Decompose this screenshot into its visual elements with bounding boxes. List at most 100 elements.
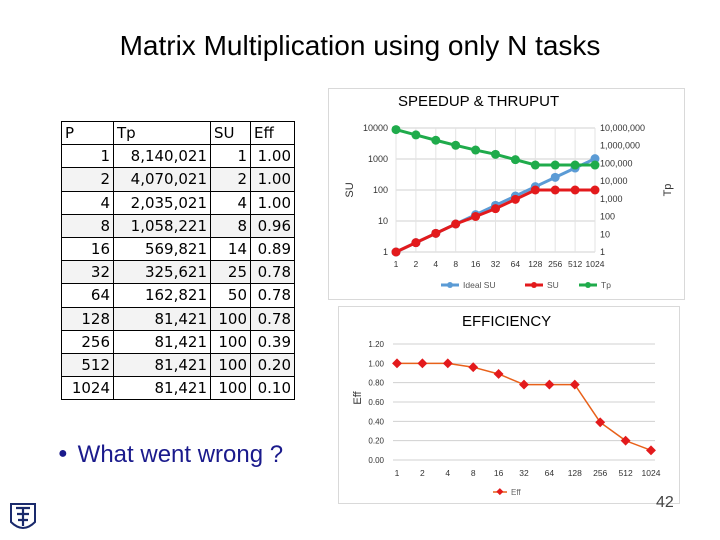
- cell-p: 32: [61, 260, 114, 285]
- cell-p: 16: [61, 236, 114, 262]
- results-table: P Tp SU Eff 1 8,140,021 1 1.00 2 4,070,021 2 1.…: [61, 120, 295, 401]
- data-point: [411, 238, 421, 248]
- bullet-dot: ●: [58, 445, 68, 462]
- bullet-text: What went wrong ?: [77, 441, 284, 468]
- table-row: 1024 81,421 100 0.10: [61, 376, 295, 401]
- x-tick-label: 16: [494, 468, 504, 478]
- cell-eff: 0.78: [250, 260, 295, 285]
- y-tick-label: 1: [383, 247, 388, 257]
- cell-p: 64: [61, 283, 114, 308]
- x-tick-label: 256: [548, 259, 562, 269]
- header-p: P: [61, 120, 114, 146]
- data-point: [411, 130, 421, 140]
- x-tick-label: 8: [453, 259, 458, 269]
- cell-su: 14: [210, 236, 251, 262]
- efficiency-chart-frame: 1.20 1.00 0.80 0.60 0.40 0.20 0.00 1 2 4 8 16 32 64 12…: [338, 306, 680, 504]
- y-tick-label: 0.20: [368, 437, 384, 446]
- y-tick-label: 0.80: [368, 379, 384, 388]
- data-point: [590, 185, 600, 195]
- x-tick-label: 512: [619, 468, 633, 478]
- cell-su: 1: [210, 144, 251, 169]
- cell-su: 100: [210, 352, 251, 378]
- efficiency-chart: 1.20 1.00 0.80 0.60 0.40 0.20 0.00 1 2 4 8 16 32 64 12…: [352, 340, 661, 497]
- cell-su: 4: [210, 190, 251, 215]
- x-tick-label: 32: [519, 468, 529, 478]
- institution-logo: [10, 503, 36, 529]
- y2-axis-label: Tp: [662, 184, 674, 197]
- x-tick-label: 128: [568, 468, 582, 478]
- y2-tick-label: 10,000: [600, 176, 628, 186]
- legend-label: SU: [547, 280, 559, 290]
- cell-eff: 1.00: [250, 190, 295, 215]
- data-point: [510, 194, 520, 204]
- y2-tick-label: 1,000: [600, 194, 623, 204]
- x-tick-label: 4: [445, 468, 450, 478]
- header-eff: Eff: [250, 120, 295, 146]
- y-tick-label: 0.00: [368, 456, 384, 465]
- cell-p: 1024: [61, 376, 114, 401]
- y2-tick-label: 100,000: [600, 158, 633, 168]
- speedup-chart: 10000 1000 100 10 1 10,000,000 1,000,000 100,00…: [344, 123, 674, 290]
- cell-p: 8: [61, 213, 114, 238]
- table-row: 256 81,421 100 0.39: [61, 329, 295, 354]
- data-point: [471, 145, 481, 155]
- cell-eff: 0.96: [250, 213, 295, 238]
- data-point: [590, 160, 600, 170]
- y-tick-label: 1000: [368, 154, 388, 164]
- cell-eff: 1.00: [250, 167, 295, 192]
- x-tick-label: 128: [528, 259, 542, 269]
- data-point: [468, 362, 479, 373]
- data-point: [544, 379, 555, 390]
- legend-marker: [585, 282, 591, 288]
- y-tick-label: 100: [373, 185, 388, 195]
- legend-label: Tp: [601, 280, 611, 290]
- cell-tp: 2,035,021: [113, 190, 211, 215]
- data-point: [392, 358, 402, 369]
- cell-eff: 1.00: [250, 144, 295, 169]
- data-point: [530, 160, 540, 170]
- x-tick-label: 16: [471, 259, 481, 269]
- table-header-row: P Tp SU Eff: [61, 120, 295, 146]
- y2-tick-label: 1,000,000: [600, 141, 640, 151]
- legend-marker: [496, 488, 504, 496]
- cell-su: 100: [210, 376, 251, 401]
- data-point: [391, 125, 401, 135]
- data-point: [530, 185, 540, 195]
- table-row: 4 2,035,021 4 1.00: [61, 190, 295, 215]
- table-body: 1 8,140,021 1 1.00 2 4,070,021 2 1.00 4 2,035,021…: [61, 144, 295, 401]
- cell-eff: 0.89: [250, 236, 295, 262]
- legend-marker: [531, 282, 537, 288]
- cell-p: 128: [61, 306, 114, 331]
- data-point: [471, 211, 481, 221]
- speedup-chart-label: SPEEDUP & THRUPUT: [392, 93, 566, 110]
- data-point: [595, 417, 606, 428]
- cell-p: 512: [61, 352, 114, 378]
- y-tick-label: 0.40: [368, 417, 384, 426]
- y-tick-label: 10000: [363, 123, 388, 133]
- y2-tick-label: 10,000,000: [600, 123, 645, 133]
- data-point: [491, 204, 500, 214]
- speedup-chart-frame: 10000 1000 100 10 1 10,000,000 1,000,000 100,00…: [328, 88, 685, 300]
- x-tick-label: 256: [593, 468, 607, 478]
- table-row: 128 81,421 100 0.78: [61, 306, 295, 331]
- x-tick-label: 2: [420, 468, 425, 478]
- legend-marker: [447, 282, 453, 288]
- cell-su: 100: [210, 329, 251, 354]
- data-point: [442, 358, 453, 369]
- table-row: 64 162,821 50 0.78: [61, 283, 295, 308]
- cell-tp: 81,421: [113, 376, 211, 401]
- cell-tp: 81,421: [113, 306, 211, 331]
- data-point: [570, 185, 580, 195]
- data-point: [451, 140, 461, 150]
- cell-p: 256: [61, 329, 114, 354]
- cell-tp: 325,621: [113, 260, 211, 285]
- y2-tick-label: 100: [600, 212, 615, 222]
- data-point: [493, 369, 504, 379]
- x-tick-label: 64: [511, 259, 521, 269]
- cell-tp: 81,421: [113, 329, 211, 354]
- x-tick-label: 1: [394, 259, 399, 269]
- data-point: [569, 379, 580, 390]
- data-point: [519, 379, 529, 390]
- y2-tick-label: 1: [600, 247, 605, 257]
- y-tick-label: 1.20: [368, 340, 384, 349]
